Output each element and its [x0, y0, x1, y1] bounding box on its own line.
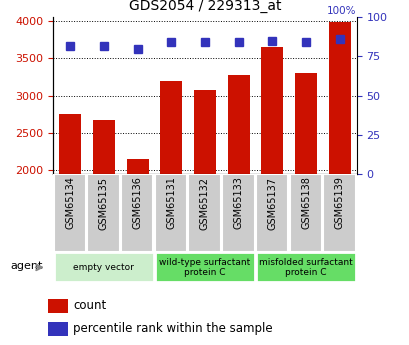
- Bar: [155, 253, 254, 282]
- Text: GSM65134: GSM65134: [65, 177, 75, 229]
- Text: misfolded surfactant
protein C: misfolded surfactant protein C: [258, 258, 352, 277]
- Bar: [121, 174, 153, 252]
- Text: GSM65132: GSM65132: [200, 177, 209, 229]
- Text: GSM65136: GSM65136: [132, 177, 142, 229]
- Bar: [193, 90, 216, 174]
- Bar: [48, 322, 68, 336]
- Text: GSM65137: GSM65137: [267, 177, 277, 229]
- Text: wild-type surfactant
protein C: wild-type surfactant protein C: [159, 258, 250, 277]
- Text: GSM65135: GSM65135: [99, 177, 109, 229]
- Text: GSM65139: GSM65139: [334, 177, 344, 229]
- Bar: [93, 120, 115, 174]
- Bar: [154, 174, 187, 252]
- Bar: [256, 253, 355, 282]
- Bar: [48, 299, 68, 313]
- Bar: [289, 174, 321, 252]
- Text: GSM65133: GSM65133: [233, 177, 243, 229]
- Bar: [160, 81, 182, 174]
- Bar: [188, 174, 220, 252]
- Bar: [261, 47, 283, 174]
- Bar: [87, 174, 119, 252]
- Bar: [222, 174, 254, 252]
- Bar: [294, 72, 316, 174]
- Text: agent: agent: [11, 261, 43, 271]
- Bar: [255, 174, 288, 252]
- Text: GSM65138: GSM65138: [300, 177, 310, 229]
- Bar: [54, 253, 153, 282]
- Bar: [59, 114, 81, 174]
- Text: count: count: [73, 299, 106, 312]
- Text: empty vector: empty vector: [73, 263, 134, 272]
- Text: percentile rank within the sample: percentile rank within the sample: [73, 323, 272, 335]
- Bar: [126, 159, 148, 174]
- Text: GSM65131: GSM65131: [166, 177, 176, 229]
- Bar: [323, 174, 355, 252]
- Bar: [227, 75, 249, 174]
- Bar: [54, 174, 86, 252]
- Bar: [328, 22, 350, 174]
- Title: GDS2054 / 229313_at: GDS2054 / 229313_at: [128, 0, 281, 13]
- Text: 100%: 100%: [326, 6, 356, 16]
